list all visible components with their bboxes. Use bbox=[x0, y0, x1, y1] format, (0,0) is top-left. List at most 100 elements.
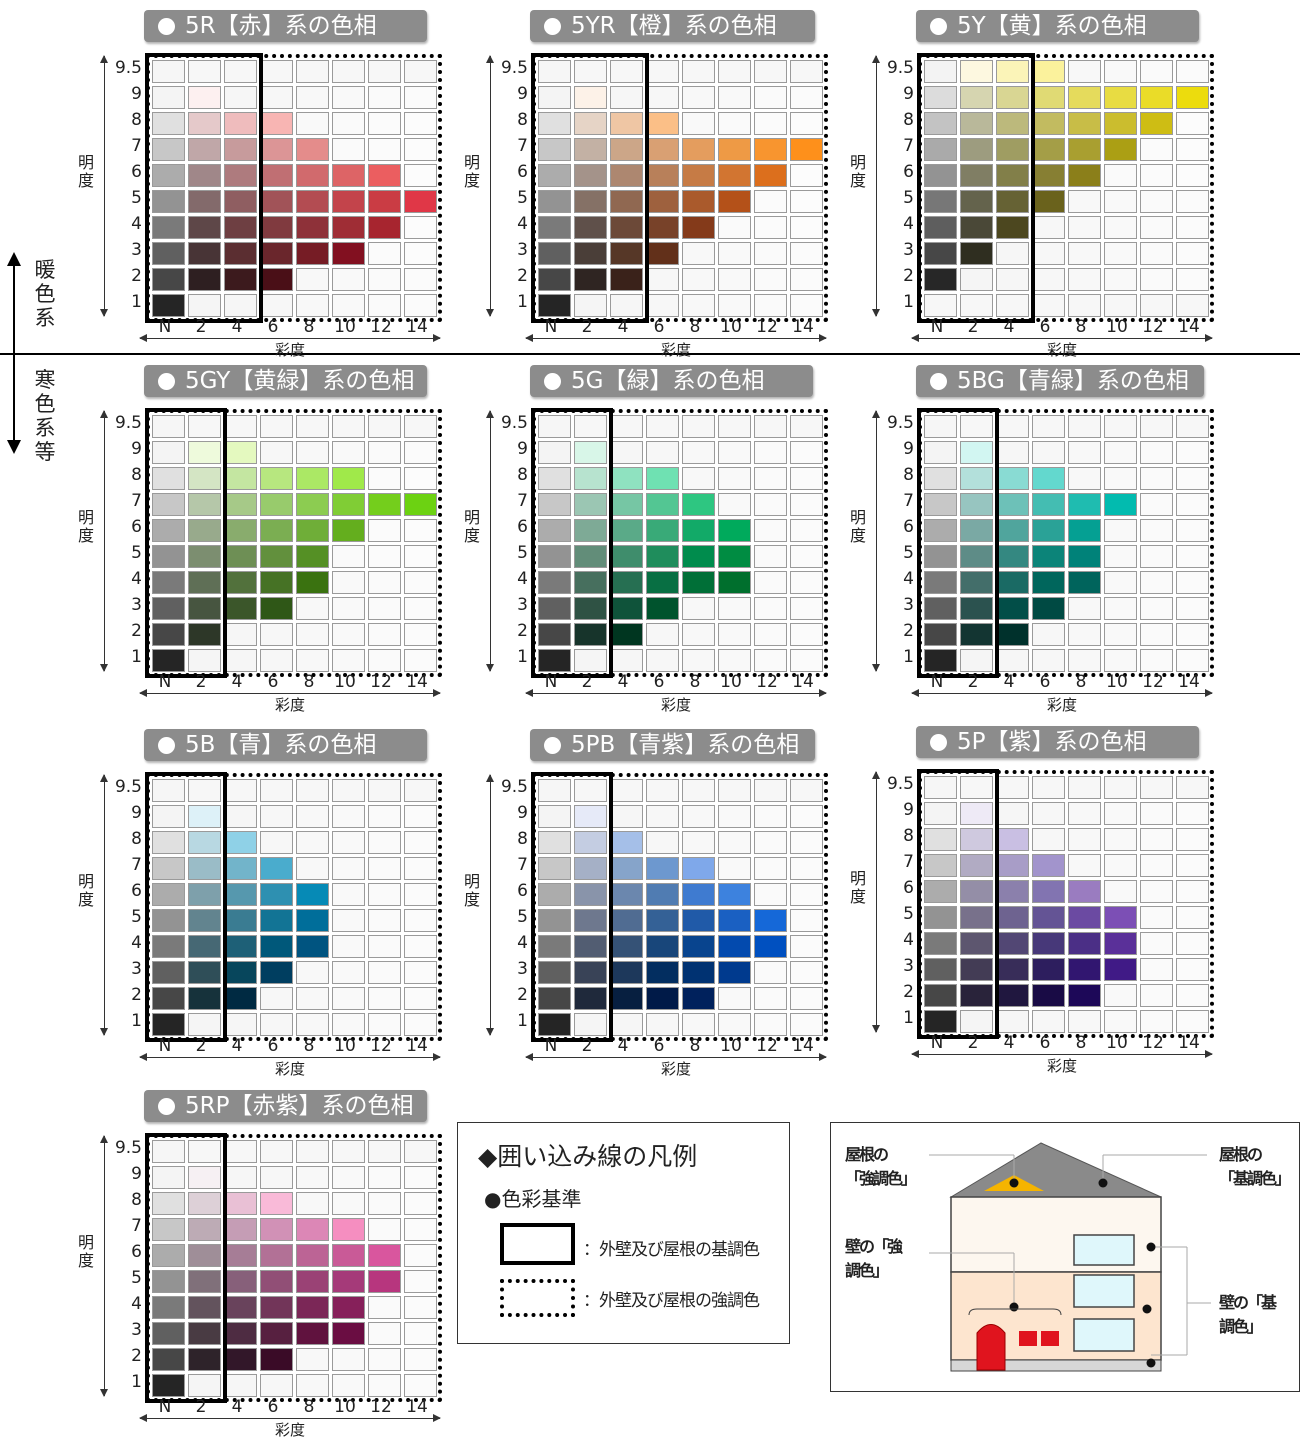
y-tick-label: 5 bbox=[517, 543, 528, 563]
color-cell bbox=[260, 987, 293, 1010]
color-cell bbox=[404, 1140, 437, 1163]
color-cell bbox=[224, 216, 257, 239]
color-cell bbox=[152, 441, 185, 464]
color-cell bbox=[188, 268, 221, 291]
y-axis-arrow bbox=[872, 771, 880, 1033]
x-axis-title: 彩度 bbox=[1046, 696, 1077, 714]
cool-arrow-head-icon bbox=[7, 440, 21, 454]
color-cell bbox=[152, 493, 185, 516]
color-cell bbox=[790, 216, 823, 239]
color-cell bbox=[924, 86, 957, 109]
color-cell bbox=[260, 779, 293, 802]
color-cell bbox=[574, 190, 607, 213]
color-cell bbox=[574, 935, 607, 958]
color-cell bbox=[188, 519, 221, 542]
color-cell bbox=[924, 571, 957, 594]
color-cell bbox=[538, 805, 571, 828]
color-cell bbox=[188, 1244, 221, 1267]
color-cell bbox=[1140, 623, 1173, 646]
roof-accent-dot bbox=[1009, 1178, 1019, 1188]
color-cell bbox=[682, 268, 715, 291]
color-cell bbox=[682, 571, 715, 594]
color-cell bbox=[1176, 880, 1209, 903]
color-cell bbox=[1032, 958, 1065, 981]
warm-arrow-head-icon bbox=[7, 252, 21, 266]
color-cell bbox=[924, 623, 957, 646]
y-tick-label: 9.5 bbox=[114, 58, 142, 78]
color-cell bbox=[404, 1270, 437, 1293]
color-cell bbox=[682, 623, 715, 646]
color-cell bbox=[1068, 623, 1101, 646]
color-cell bbox=[332, 1322, 365, 1345]
color-cell bbox=[1140, 854, 1173, 877]
color-cell bbox=[368, 987, 401, 1010]
color-cell bbox=[1104, 60, 1137, 83]
color-cell bbox=[260, 1374, 293, 1397]
color-cell bbox=[332, 1244, 365, 1267]
color-cell bbox=[718, 441, 751, 464]
color-cell bbox=[754, 571, 787, 594]
color-cell bbox=[296, 987, 329, 1010]
y-axis-title: 明度 bbox=[77, 508, 94, 545]
color-cell bbox=[646, 216, 679, 239]
color-cell bbox=[152, 987, 185, 1010]
x-tick-label: 10 bbox=[334, 1036, 356, 1056]
x-tick-label: 2 bbox=[581, 1036, 593, 1056]
color-cell bbox=[368, 545, 401, 568]
x-tick-label: 14 bbox=[792, 1036, 814, 1056]
x-axis-arrow bbox=[139, 1053, 441, 1061]
x-tick-label: 8 bbox=[1075, 672, 1087, 692]
color-cell bbox=[538, 519, 571, 542]
color-cell bbox=[332, 961, 365, 984]
color-cell bbox=[1104, 776, 1137, 799]
x-axis-arrow bbox=[911, 689, 1213, 697]
color-cell bbox=[188, 164, 221, 187]
color-cell bbox=[1032, 190, 1065, 213]
y-tick-label: 8 bbox=[517, 829, 528, 849]
color-cell bbox=[996, 415, 1029, 438]
color-cell bbox=[1068, 294, 1101, 317]
color-cell bbox=[1140, 880, 1173, 903]
color-cell bbox=[152, 649, 185, 672]
color-cell bbox=[260, 268, 293, 291]
color-cell bbox=[924, 880, 957, 903]
color-cell bbox=[152, 1218, 185, 1241]
color-cell bbox=[538, 164, 571, 187]
color-cell bbox=[296, 216, 329, 239]
y-tick-label: 3 bbox=[131, 240, 142, 260]
color-cell bbox=[790, 242, 823, 265]
color-cell bbox=[790, 294, 823, 317]
color-grid bbox=[532, 409, 828, 677]
color-cell bbox=[368, 294, 401, 317]
color-cell bbox=[1104, 597, 1137, 620]
color-cell bbox=[1176, 242, 1209, 265]
color-cell bbox=[718, 883, 751, 906]
y-tick-label: 5 bbox=[517, 907, 528, 927]
color-cell bbox=[538, 571, 571, 594]
bullet-icon bbox=[158, 737, 175, 754]
x-tick-label: 10 bbox=[1106, 1033, 1128, 1053]
color-cell bbox=[996, 597, 1029, 620]
window-3 bbox=[1073, 1318, 1135, 1352]
wall-base-dot-2 bbox=[1142, 1304, 1152, 1314]
color-cell bbox=[574, 1013, 607, 1036]
color-cell bbox=[1176, 519, 1209, 542]
base-color-box bbox=[145, 772, 227, 1042]
color-cell bbox=[996, 802, 1029, 825]
color-cell bbox=[790, 441, 823, 464]
color-cell bbox=[296, 1270, 329, 1293]
color-cell bbox=[960, 86, 993, 109]
x-tick-label: 8 bbox=[1075, 317, 1087, 337]
color-cell bbox=[1104, 649, 1137, 672]
legend-subtitle: ●色彩基準 bbox=[484, 1187, 582, 1211]
color-cell bbox=[260, 805, 293, 828]
color-cell bbox=[1068, 828, 1101, 851]
color-cell bbox=[332, 519, 365, 542]
y-tick-label: 1 bbox=[903, 1008, 914, 1028]
color-cell bbox=[368, 1140, 401, 1163]
color-cell bbox=[368, 805, 401, 828]
color-cell bbox=[1032, 138, 1065, 161]
color-cell bbox=[404, 649, 437, 672]
color-cell bbox=[404, 597, 437, 620]
color-cell bbox=[754, 216, 787, 239]
